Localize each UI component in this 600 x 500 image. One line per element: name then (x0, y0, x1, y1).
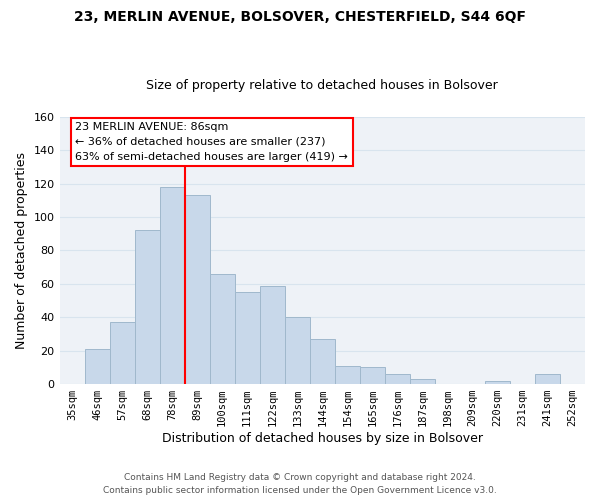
Bar (209, 274, 235, 384)
Bar (485, 380, 510, 384)
Y-axis label: Number of detached properties: Number of detached properties (15, 152, 28, 349)
Bar (134, 230, 160, 384)
Text: 23 MERLIN AVENUE: 86sqm
← 36% of detached houses are smaller (237)
63% of semi-d: 23 MERLIN AVENUE: 86sqm ← 36% of detache… (76, 122, 348, 162)
Title: Size of property relative to detached houses in Bolsover: Size of property relative to detached ho… (146, 79, 498, 92)
Bar (85, 349, 110, 384)
Bar (535, 374, 560, 384)
Text: Contains HM Land Registry data © Crown copyright and database right 2024.
Contai: Contains HM Land Registry data © Crown c… (103, 474, 497, 495)
Text: 23, MERLIN AVENUE, BOLSOVER, CHESTERFIELD, S44 6QF: 23, MERLIN AVENUE, BOLSOVER, CHESTERFIEL… (74, 10, 526, 24)
Bar (185, 196, 209, 384)
X-axis label: Distribution of detached houses by size in Bolsover: Distribution of detached houses by size … (162, 432, 483, 445)
Bar (360, 368, 385, 384)
Bar (310, 339, 335, 384)
Bar (335, 366, 360, 384)
Bar (385, 374, 410, 384)
Bar (410, 379, 435, 384)
Bar (160, 187, 185, 384)
Bar (260, 286, 285, 384)
Bar (110, 322, 134, 384)
Bar (235, 292, 260, 384)
Bar (285, 318, 310, 384)
